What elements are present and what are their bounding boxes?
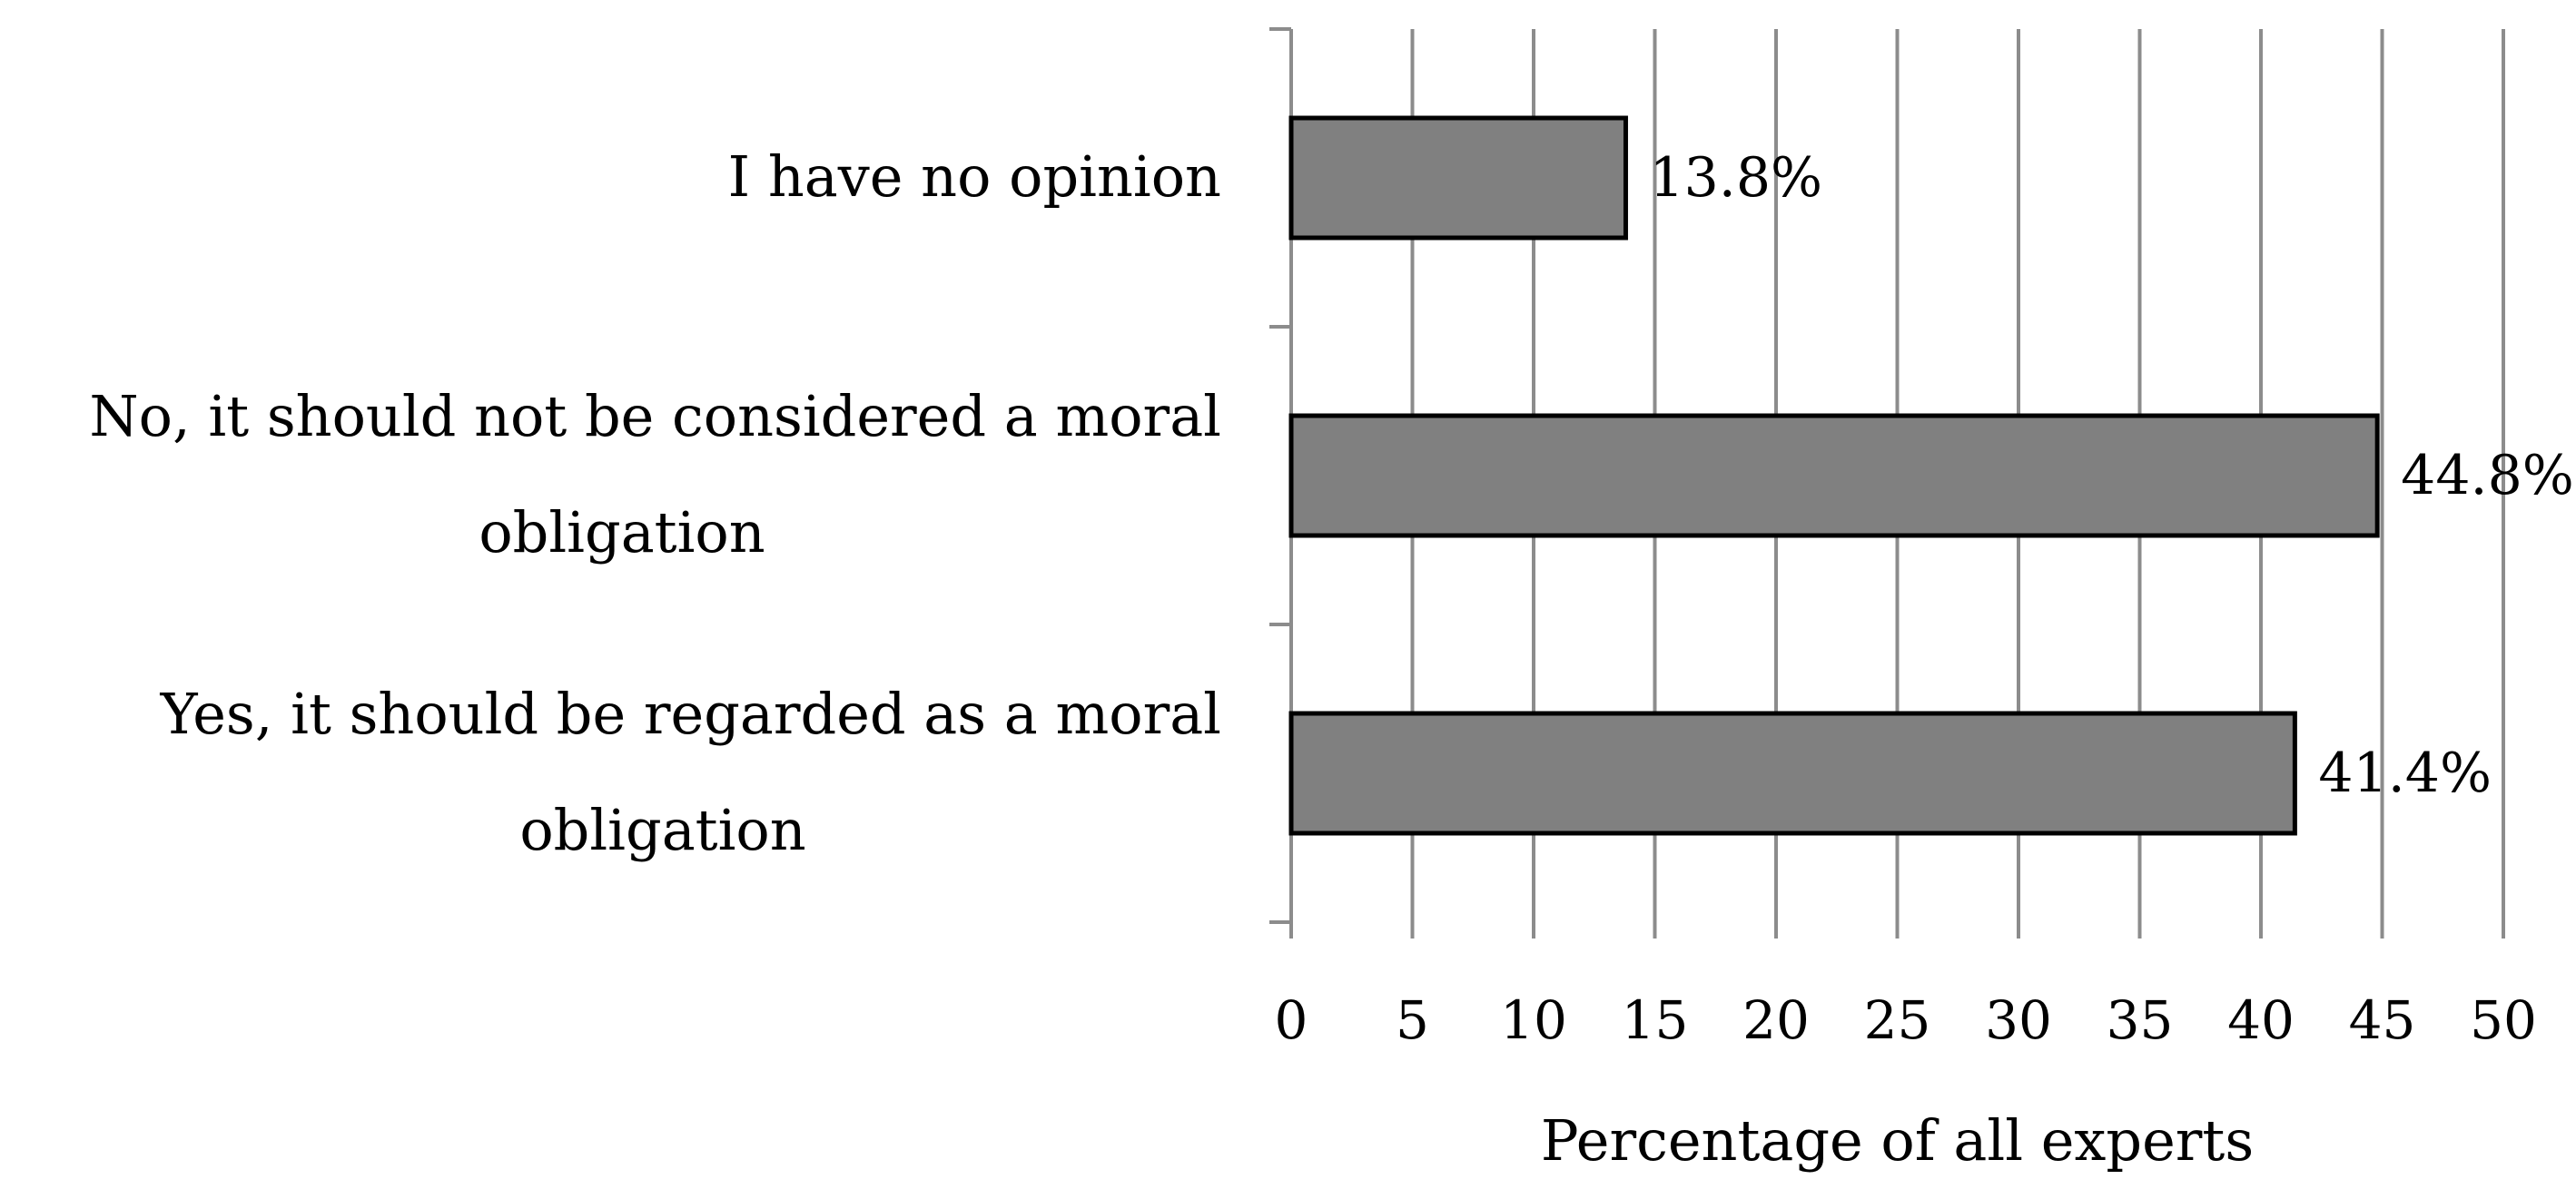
x-tick-label-30: 30 bbox=[1985, 989, 2052, 1051]
bar-1 bbox=[1288, 115, 1628, 241]
category-label-line: I have no opinion bbox=[728, 143, 1221, 210]
bars bbox=[1288, 115, 2380, 836]
category-label-line: obligation bbox=[519, 797, 805, 863]
category-labels: I have no opinion No, it should not be co… bbox=[89, 143, 1221, 863]
x-tick-label-15: 15 bbox=[1622, 989, 1689, 1051]
data-label-1: 13.8% bbox=[1649, 146, 1822, 210]
x-tick-labels: 0 5 10 15 20 25 30 35 40 45 50 bbox=[1275, 989, 2537, 1051]
x-tick-label-10: 10 bbox=[1500, 989, 1567, 1051]
category-label-line: Yes, it should be regarded as a moral bbox=[160, 681, 1221, 747]
bar-2 bbox=[1288, 413, 2380, 538]
category-label-3: Yes, it should be regarded as a moral obl… bbox=[160, 681, 1221, 863]
x-tick-label-35: 35 bbox=[2107, 989, 2174, 1051]
x-tick-label-20: 20 bbox=[1742, 989, 1810, 1051]
category-label-2: No, it should not be considered a moral o… bbox=[89, 383, 1221, 565]
x-tick-label-5: 5 bbox=[1396, 989, 1429, 1051]
category-label-1: I have no opinion bbox=[728, 143, 1221, 210]
x-axis-title: Percentage of all experts bbox=[1541, 1107, 2254, 1174]
data-label-3: 41.4% bbox=[2318, 742, 2492, 805]
bar-3 bbox=[1288, 711, 2297, 836]
x-tick-label-0: 0 bbox=[1275, 989, 1308, 1051]
category-label-line: No, it should not be considered a moral bbox=[89, 383, 1221, 449]
data-label-2: 44.8% bbox=[2401, 444, 2574, 507]
x-tick-label-25: 25 bbox=[1864, 989, 1931, 1051]
x-tick-label-45: 45 bbox=[2349, 989, 2416, 1051]
data-labels: 13.8% 44.8% 41.4% bbox=[1649, 146, 2573, 805]
x-tick-label-40: 40 bbox=[2227, 989, 2295, 1051]
x-tick-label-50: 50 bbox=[2470, 989, 2537, 1051]
category-label-line: obligation bbox=[479, 499, 765, 565]
